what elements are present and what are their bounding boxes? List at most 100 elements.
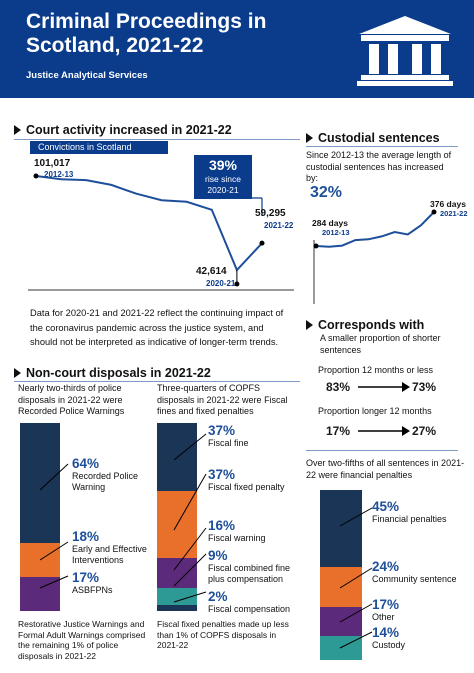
police-item-2-pct: 18% [72,529,100,544]
police-item-2-label: Early and Effective Interventions [72,544,147,565]
row2-label: Proportion longer 12 months [318,406,432,416]
sentence-item-2-label: Community sentence [372,574,457,584]
corresponds-title-text: Corresponds with [318,318,425,332]
court-activity-title-text: Court activity increased in 2021-22 [26,123,232,137]
arrow-right-icon [358,426,410,436]
convictions-series-line [35,175,263,272]
non-court-title-text: Non-court disposals in 2021-22 [26,366,211,380]
sentence-item-3-label: Other [372,612,395,622]
cust-end-value: 376 days [430,199,466,209]
copfs-item-2-pct: 37% [208,467,236,482]
copfs-item-1-pct: 37% [208,423,236,438]
cust-start-year: 2012-13 [322,228,350,237]
custodial-line-chart [313,209,437,304]
sentence-item-1-label: Financial penalties [372,514,447,524]
row2-from: 17% [326,424,351,438]
bar-segment-financial-penalties [320,490,362,567]
copfs-leader-lines [173,433,207,603]
end-point [259,240,265,246]
divider [14,381,300,382]
cust-start-value: 284 days [312,218,348,228]
row1-to: 73% [412,380,437,394]
sentence-item-4-label: Custody [372,640,406,650]
corresponds-title: Corresponds with [306,318,424,332]
copfs-item-5: 2% Fiscal compensation [208,589,300,615]
low-year-label: 2020-21 [206,279,236,288]
custodial-text: Since 2012-13 the average length of cust… [306,150,452,183]
start-year-label: 2012-13 [44,170,74,179]
police-item-3-pct: 17% [72,570,100,585]
arrow-right-icon [358,382,410,392]
police-item-1-pct: 64% [72,456,100,471]
sentence-item-2-pct: 24% [372,559,400,574]
sentences-leader-lines [339,507,373,649]
police-leader-lines [39,463,69,589]
police-text: Nearly two-thirds of police disposals in… [18,383,125,416]
divider [14,139,300,140]
sentence-item-4: 14% Custody [372,625,468,651]
police-footnote: Restorative Justice Warnings and Formal … [18,619,146,661]
low-point [234,281,240,287]
bar-segment-fiscal-fine [157,423,197,491]
rise-label-1: rise since [205,174,241,184]
police-item-3: 17% ASBFPNs [72,570,156,596]
corresponds-text: A smaller proportion of shorter sentence… [320,333,441,355]
copfs-item-5-pct: 2% [208,589,228,604]
triangle-bullet-icon [306,132,313,143]
bar-segment-early-interventions [20,543,60,578]
row2-to: 27% [412,424,437,438]
police-stacked-bar [20,423,60,611]
sentence-item-1-pct: 45% [372,499,400,514]
cust-end-point [431,209,437,215]
page-subtitle: Justice Analytical Services [26,70,148,81]
convictions-line-chart [28,173,294,291]
end-year-label: 2021-22 [264,221,294,230]
copfs-text: Three-quarters of COPFS disposals in 202… [157,383,288,416]
court-note: Data for 2020-21 and 2021-22 reflect the… [30,308,284,347]
start-point [33,173,39,179]
police-item-2: 18% Early and Effective Interventions [72,529,156,566]
sentences-stacked-bar [320,490,362,660]
bar-segment-fiscal-combined [157,588,197,606]
divider [306,450,458,451]
copfs-item-4-label: Fiscal combined fine plus compensation [208,563,291,584]
custodial-title-text: Custodial sentences [318,131,440,145]
courthouse-icon [357,16,453,86]
court-activity-title: Court activity increased in 2021-22 [14,123,232,137]
police-item-1: 64% Recorded Police Warning [72,456,152,493]
copfs-item-4: 9% Fiscal combined fine plus compensatio… [208,548,300,585]
row1-label: Proportion 12 months or less [318,365,434,375]
bar-segment-fiscal-compensation [157,605,197,611]
police-item-1-label: Recorded Police Warning [72,471,139,492]
copfs-item-4-pct: 9% [208,548,228,563]
copfs-item-3: 16% Fiscal warning [208,518,300,544]
rise-badge: 39% rise since 2020-21 [194,155,252,199]
police-item-3-label: ASBFPNs [72,585,113,595]
custodial-title: Custodial sentences [306,131,440,145]
page-title: Criminal Proceedings in Scotland, 2021-2… [26,10,267,57]
copfs-footnote: Fiscal fixed penalties made up less than… [157,619,289,650]
rise-pct: 39% [208,157,238,173]
sentence-item-4-pct: 14% [372,625,400,640]
triangle-bullet-icon [306,319,313,330]
sentence-item-2: 24% Community sentence [372,559,470,585]
sentence-item-3-pct: 17% [372,597,400,612]
triangle-bullet-icon [14,124,21,135]
custodial-series-line [315,211,435,248]
convictions-tag: Convictions in Scotland [30,141,168,154]
sentence-item-3: 17% Other [372,597,468,623]
copfs-item-3-pct: 16% [208,518,236,533]
copfs-item-5-label: Fiscal compensation [208,604,291,614]
rise-label-2: 2020-21 [207,185,239,195]
custodial-pct: 32% [310,184,343,201]
low-value-label: 42,614 [196,266,227,277]
sentence-item-1: 45% Financial penalties [372,499,468,525]
divider [306,146,458,147]
copfs-item-1-label: Fiscal fine [208,438,249,448]
cust-end-year: 2021-22 [440,209,468,218]
non-court-title: Non-court disposals in 2021-22 [14,366,211,380]
cust-start-point [313,243,319,249]
end-value-label: 59,295 [255,208,286,219]
triangle-bullet-icon [14,367,21,378]
copfs-item-3-label: Fiscal warning [208,533,266,543]
